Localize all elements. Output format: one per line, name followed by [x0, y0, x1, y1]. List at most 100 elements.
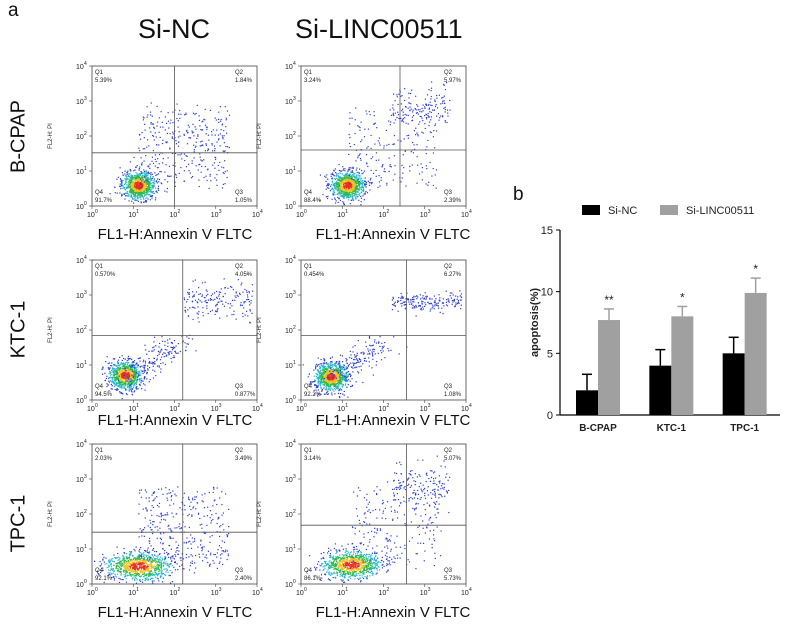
- scatter-point: [120, 373, 122, 375]
- scatter-point: [198, 293, 200, 296]
- scatter-point: [124, 362, 126, 364]
- scatter-point: [229, 286, 232, 288]
- scatter-point: [340, 172, 342, 175]
- scatter-point: [131, 388, 134, 390]
- scatter-point: [249, 322, 251, 324]
- scatter-point: [186, 336, 188, 338]
- scatter-point: [142, 183, 144, 185]
- scatter-point: [124, 173, 126, 175]
- scatter-point: [351, 172, 353, 174]
- scatter-point: [324, 379, 326, 381]
- scatter-point: [343, 375, 345, 377]
- scatter-point: [162, 126, 164, 128]
- scatter-point: [367, 180, 369, 182]
- scatter-point: [411, 111, 414, 113]
- scatter-point: [413, 295, 415, 297]
- scatter-point: [149, 195, 152, 198]
- scatter-point: [355, 176, 357, 178]
- scatter-point: [144, 177, 146, 179]
- scatter-point: [105, 360, 107, 363]
- scatter-point: [345, 376, 347, 378]
- scatter-point: [356, 195, 358, 198]
- scatter-point: [358, 199, 360, 201]
- scatter-point: [223, 135, 225, 137]
- scatter-point: [117, 373, 119, 376]
- scatter-point: [130, 194, 132, 196]
- scatter-point: [128, 368, 130, 370]
- scatter-point: [353, 179, 355, 181]
- scatter-point: [192, 295, 194, 297]
- scatter-point: [339, 182, 342, 184]
- scatter-point: [367, 128, 370, 130]
- scatter-point: [125, 186, 128, 188]
- scatter-point: [134, 376, 137, 379]
- scatter-point: [164, 344, 166, 346]
- scatter-point: [316, 386, 318, 389]
- scatter-point: [147, 178, 149, 181]
- scatter-point: [335, 371, 338, 374]
- scatter-point: [341, 178, 344, 180]
- scatter-point: [347, 187, 349, 189]
- scatter-point: [147, 191, 149, 193]
- scatter-point: [381, 348, 383, 350]
- scatter-point: [134, 372, 136, 374]
- scatter-point: [141, 131, 143, 134]
- scatter-point: [180, 113, 182, 115]
- scatter-point: [139, 384, 141, 386]
- scatter-point: [378, 181, 381, 183]
- scatter-point: [121, 380, 123, 382]
- scatter-point: [174, 173, 176, 175]
- scatter-point: [144, 360, 146, 362]
- scatter-point: [191, 306, 193, 308]
- scatter-point: [338, 373, 340, 375]
- scatter-point: [126, 179, 128, 181]
- scatter-point: [345, 366, 347, 368]
- scatter-point: [347, 170, 349, 172]
- scatter-point: [224, 287, 226, 289]
- scatter-point: [133, 186, 135, 188]
- scatter-point: [188, 170, 190, 172]
- scatter-point: [334, 368, 337, 371]
- scatter-point: [146, 190, 148, 193]
- scatter-point: [349, 112, 351, 114]
- scatter-point: [120, 392, 123, 394]
- scatter-point: [145, 174, 148, 176]
- scatter-point: [431, 298, 433, 300]
- scatter-point: [338, 191, 341, 193]
- scatter-point: [325, 185, 328, 187]
- scatter-point: [127, 187, 129, 189]
- scatter-point: [427, 114, 429, 117]
- scatter-point: [415, 315, 417, 317]
- scatter-point: [434, 99, 436, 101]
- scatter-point: [127, 375, 129, 377]
- scatter-point: [136, 174, 138, 176]
- scatter-point: [195, 112, 197, 115]
- scatter-point: [150, 184, 152, 186]
- scatter-point: [151, 173, 153, 175]
- scatter-point: [410, 92, 412, 95]
- scatter-point: [334, 378, 336, 380]
- scatter-point: [414, 148, 416, 150]
- scatter-point: [169, 148, 171, 150]
- scatter-point: [132, 178, 134, 180]
- scatter-point: [166, 142, 168, 144]
- scatter-point: [217, 301, 219, 304]
- scatter-point: [391, 304, 394, 306]
- scatter-point: [327, 182, 329, 185]
- scatter-point: [129, 370, 131, 372]
- scatter-point: [149, 111, 152, 113]
- scatter-point: [358, 184, 360, 186]
- scatter-point: [143, 160, 145, 162]
- scatter-point: [341, 181, 343, 183]
- scatter-point: [248, 298, 250, 301]
- scatter-point: [158, 346, 160, 348]
- scatter-point: [417, 135, 419, 137]
- scatter-point: [318, 370, 320, 372]
- scatter-point: [203, 176, 205, 179]
- scatter-point: [118, 375, 120, 377]
- scatter-point: [432, 167, 434, 170]
- scatter-point: [122, 179, 124, 182]
- scatter-point: [137, 373, 140, 375]
- scatter-point: [320, 374, 322, 376]
- scatter-point: [174, 350, 176, 353]
